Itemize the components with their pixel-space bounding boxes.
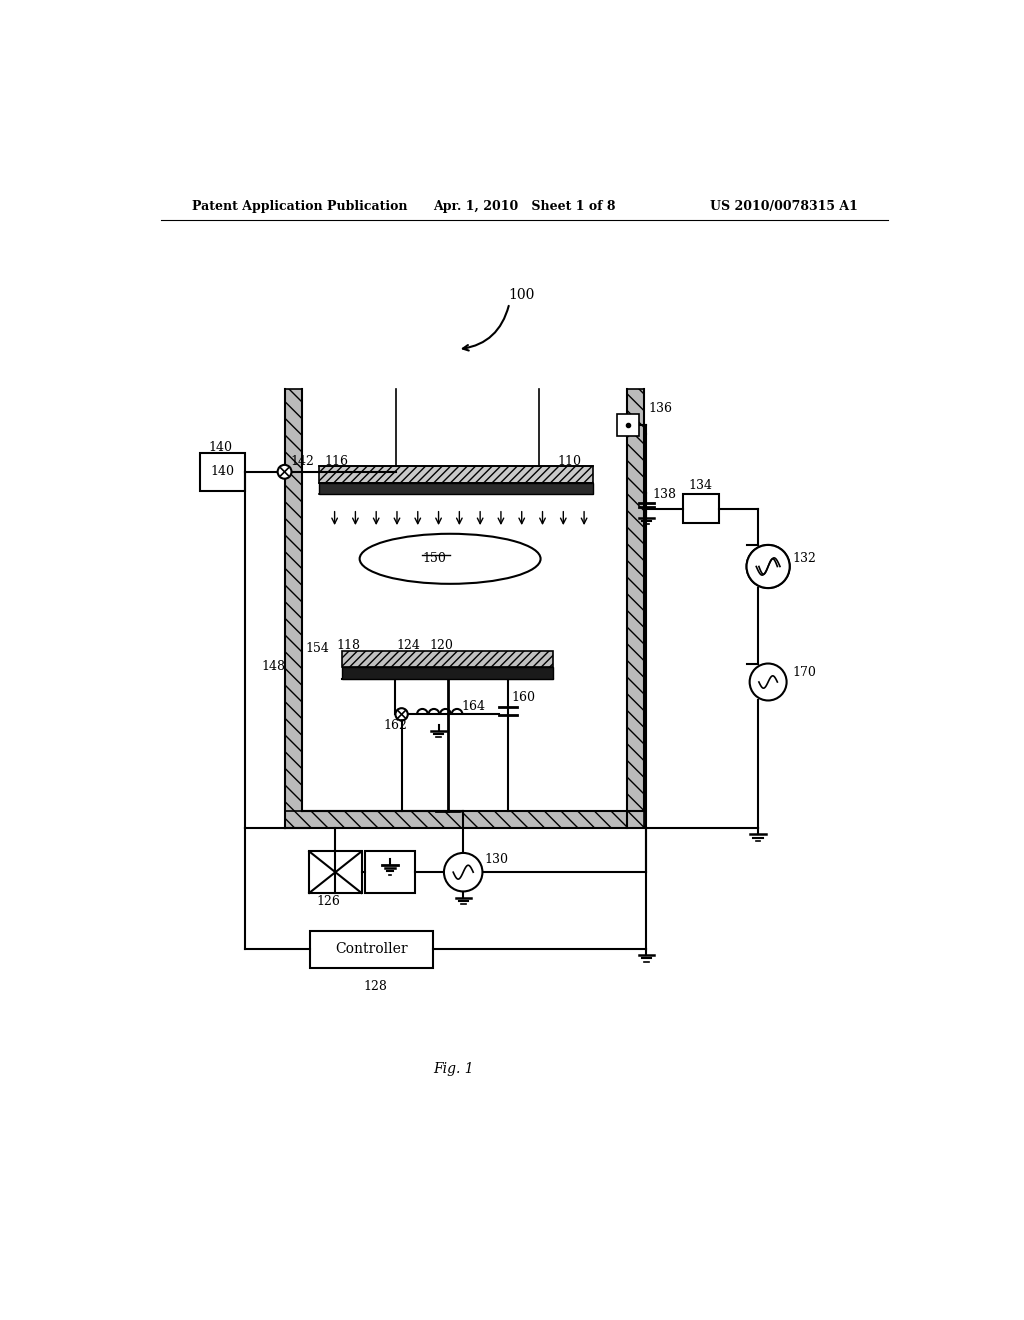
Bar (366, 851, 416, 892)
Text: 140: 140 (210, 465, 234, 478)
Text: 132: 132 (793, 552, 816, 565)
Bar (628, 389, 644, 829)
Text: US 2010/0078315 A1: US 2010/0078315 A1 (710, 199, 857, 213)
Text: 116: 116 (325, 454, 348, 467)
Text: 130: 130 (484, 853, 509, 866)
Ellipse shape (444, 853, 482, 891)
Bar (319, 483, 593, 494)
Text: 100: 100 (508, 289, 535, 302)
Text: 162: 162 (383, 719, 407, 733)
Ellipse shape (750, 664, 786, 701)
Text: 128: 128 (364, 979, 388, 993)
Text: Apr. 1, 2010   Sheet 1 of 8: Apr. 1, 2010 Sheet 1 of 8 (433, 199, 616, 213)
Ellipse shape (746, 545, 790, 589)
Bar (285, 389, 301, 829)
Bar (342, 651, 553, 667)
Text: 148: 148 (261, 660, 286, 673)
Text: 110: 110 (558, 454, 582, 467)
Text: 118: 118 (337, 639, 360, 652)
Text: 136: 136 (648, 403, 672, 416)
Bar (285, 812, 644, 829)
Text: Patent Application Publication: Patent Application Publication (193, 199, 408, 213)
Text: Controller: Controller (335, 942, 408, 956)
Bar (342, 667, 553, 678)
Text: 134: 134 (688, 479, 713, 492)
Text: 160: 160 (512, 690, 536, 704)
Text: Fig. 1: Fig. 1 (433, 1061, 474, 1076)
Text: 164: 164 (462, 700, 485, 713)
Ellipse shape (395, 709, 408, 721)
Text: 142: 142 (291, 454, 314, 467)
Text: 120: 120 (429, 639, 454, 652)
Text: 154: 154 (305, 642, 330, 655)
Ellipse shape (359, 533, 541, 583)
Text: 150: 150 (423, 552, 446, 565)
Text: 126: 126 (316, 895, 341, 908)
Text: 138: 138 (652, 488, 677, 502)
Ellipse shape (278, 465, 292, 479)
Bar (309, 851, 361, 892)
Bar (200, 453, 245, 491)
Bar (310, 931, 433, 968)
Text: 140: 140 (208, 441, 232, 454)
Text: 124: 124 (396, 639, 420, 652)
Bar (683, 494, 719, 524)
Bar (319, 466, 593, 483)
Ellipse shape (746, 545, 790, 589)
Bar (617, 414, 639, 436)
Text: 170: 170 (793, 667, 816, 680)
